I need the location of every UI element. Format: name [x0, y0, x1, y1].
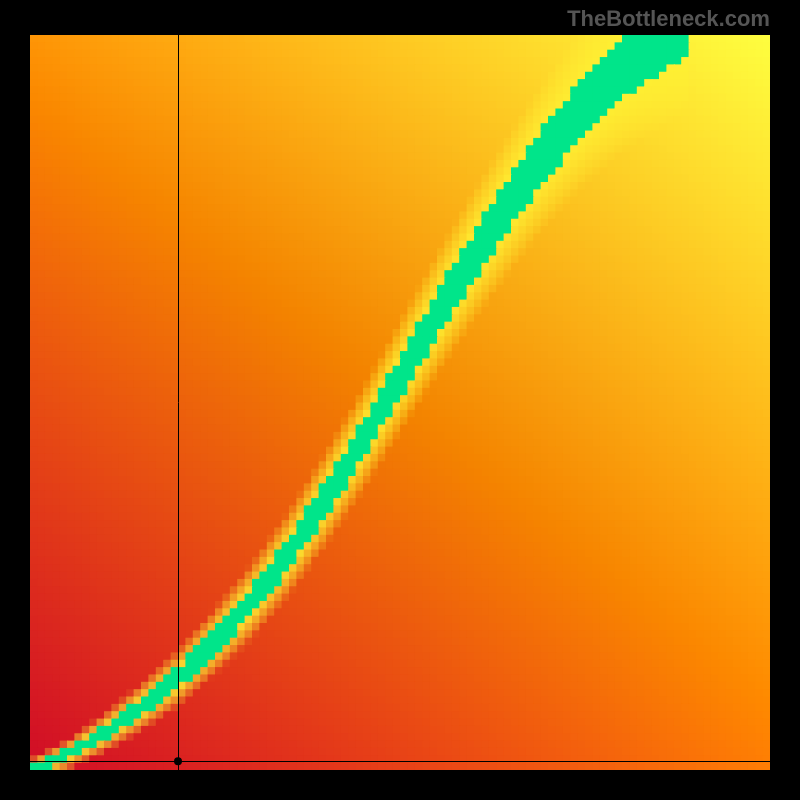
bottleneck-heatmap — [30, 35, 770, 770]
watermark-text: TheBottleneck.com — [567, 6, 770, 32]
chart-container: TheBottleneck.com — [0, 0, 800, 800]
